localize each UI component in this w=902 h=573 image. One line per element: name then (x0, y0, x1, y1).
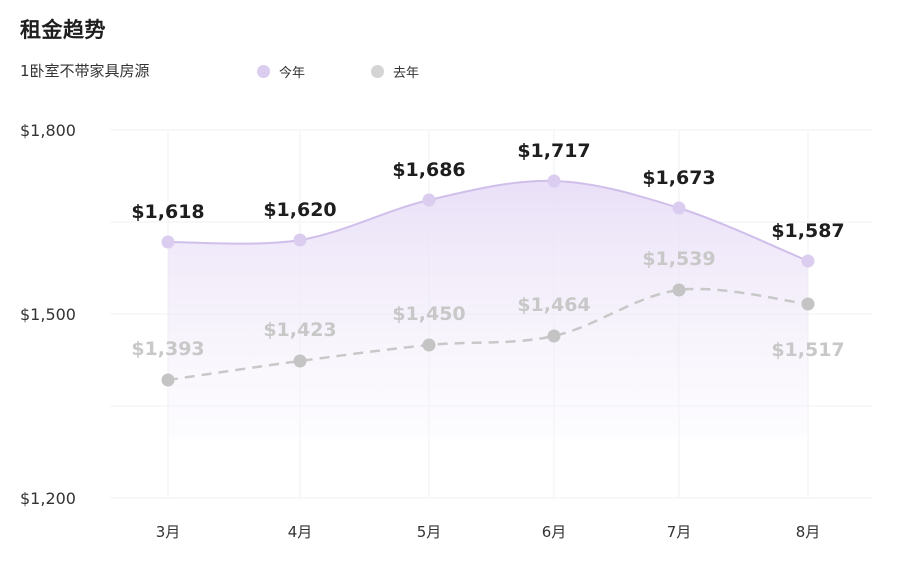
point-layer (161, 174, 815, 387)
label-layer: $1,618 $1,620 $1,686 $1,717 $1,673 $1,587 $1,3… (131, 140, 844, 361)
data-point-last-year[interactable] (161, 373, 175, 387)
legend-item-current-year[interactable]: 今年 (257, 62, 305, 81)
data-point-current-year[interactable] (422, 193, 436, 207)
legend-item-last-year[interactable]: 去年 (371, 62, 419, 81)
x-tick-label: 7月 (667, 523, 692, 541)
data-point-current-year[interactable] (547, 174, 561, 188)
legend-dot-current-icon (257, 65, 270, 78)
legend-dot-last-icon (371, 65, 384, 78)
data-point-current-year[interactable] (293, 233, 307, 247)
data-point-last-year[interactable] (293, 354, 307, 368)
data-point-last-year[interactable] (422, 338, 436, 352)
data-label-last-year: $1,539 (642, 248, 715, 270)
data-label-last-year: $1,517 (771, 339, 844, 361)
data-label-current-year: $1,717 (517, 140, 590, 162)
data-point-last-year[interactable] (672, 283, 686, 297)
data-point-current-year[interactable] (161, 235, 175, 249)
data-point-current-year[interactable] (672, 201, 686, 215)
area-current-year (168, 180, 808, 439)
chart-title: 租金趋势 (20, 18, 106, 42)
y-tick-label: $1,200 (20, 489, 76, 508)
data-point-last-year[interactable] (801, 297, 815, 311)
x-tick-label: 4月 (288, 523, 313, 541)
axis-layer: $1,800 $1,500 $1,200 3月 4月 5月 6月 7月 8月 (20, 121, 820, 541)
data-label-current-year: $1,686 (392, 159, 465, 181)
x-tick-label: 6月 (542, 523, 567, 541)
data-label-current-year: $1,587 (771, 220, 844, 242)
data-label-last-year: $1,464 (517, 294, 590, 316)
data-label-last-year: $1,423 (263, 319, 336, 341)
data-label-current-year: $1,618 (131, 201, 204, 223)
area-layer (168, 180, 808, 439)
data-label-current-year: $1,673 (642, 167, 715, 189)
x-tick-label: 3月 (156, 523, 181, 541)
data-point-last-year[interactable] (547, 329, 561, 343)
x-tick-label: 8月 (796, 523, 821, 541)
line-current-year (167, 179, 809, 262)
data-label-current-year: $1,620 (263, 199, 336, 221)
x-tick-label: 5月 (417, 523, 442, 541)
y-tick-label: $1,800 (20, 121, 76, 140)
chart-subtitle: 1卧室不带家具房源 (20, 62, 150, 80)
line-last-year (167, 287, 809, 382)
data-label-last-year: $1,450 (392, 303, 465, 325)
data-point-current-year[interactable] (801, 254, 815, 268)
y-tick-label: $1,500 (20, 305, 76, 324)
line-layer (167, 179, 809, 382)
data-label-last-year: $1,393 (131, 338, 204, 360)
legend-label-current-year: 今年 (279, 66, 306, 81)
legend-label-last-year: 去年 (393, 66, 420, 81)
